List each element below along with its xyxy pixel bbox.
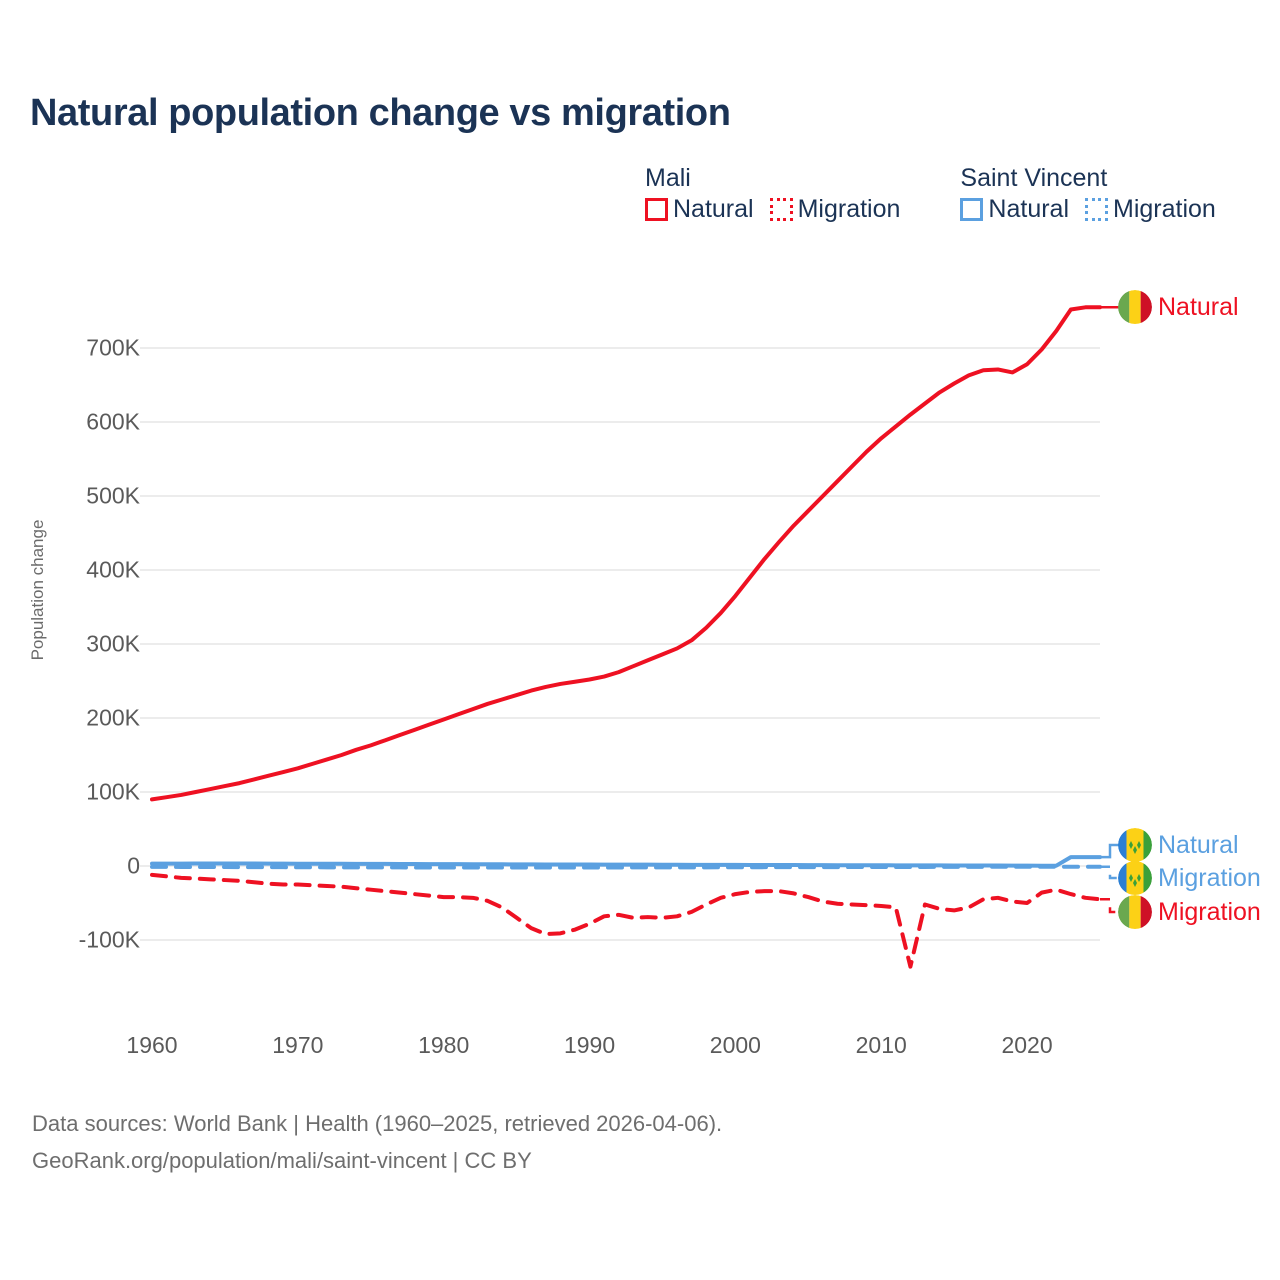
saint-vincent-flag-icon bbox=[1118, 828, 1152, 862]
legend: Mali Natural Migration Saint Vincent Nat… bbox=[645, 163, 1216, 223]
y-axis-tick-label: 200K bbox=[86, 704, 140, 731]
y-axis-tick-label: 100K bbox=[86, 778, 140, 805]
x-axis-tick-label: 1980 bbox=[418, 1032, 470, 1058]
x-axis-tick-label: 2000 bbox=[709, 1032, 761, 1058]
legend-label-mali-natural: Natural bbox=[673, 195, 754, 223]
legend-entry-mali-migration[interactable]: Migration bbox=[769, 195, 901, 223]
x-axis-tick-label: 1990 bbox=[563, 1032, 616, 1058]
series-end-label-text: Natural bbox=[1158, 830, 1239, 859]
legend-country-mali: Mali bbox=[645, 164, 691, 192]
legend-country-saint-vincent: Saint Vincent bbox=[960, 164, 1108, 192]
end-label-leader-line bbox=[1100, 865, 1122, 880]
series-end-label[interactable]: Migration bbox=[1118, 861, 1261, 895]
mali-flag-icon bbox=[1118, 895, 1152, 929]
mali-flag-icon bbox=[1118, 290, 1152, 325]
y-axis-tick-label: -100K bbox=[78, 926, 140, 953]
legend-swatch-dotted-icon bbox=[1085, 197, 1109, 221]
y-axis-tick-label: 300K bbox=[86, 630, 140, 657]
y-axis-ticks: 700K 600K 500K 400K 300K 200K 100K 0 -100K bbox=[0, 0, 140, 1280]
series-line-1 bbox=[150, 872, 1102, 969]
footer-data-sources: Data sources: World Bank | Health (1960–… bbox=[32, 1111, 723, 1136]
series-line-3 bbox=[150, 864, 1102, 870]
end-label-leader-line bbox=[1100, 898, 1122, 914]
legend-entries-mali: Natural Migration bbox=[645, 195, 900, 223]
x-axis-tick-label: 1960 bbox=[126, 1032, 178, 1058]
saint-vincent-flag-icon bbox=[1118, 861, 1152, 895]
legend-swatch-solid-icon bbox=[960, 197, 984, 221]
legend-group-saint-vincent: Saint Vincent Natural Migration bbox=[960, 163, 1216, 223]
series-end-label-text: Migration bbox=[1158, 863, 1261, 892]
legend-label-saint-vincent-migration: Migration bbox=[1113, 195, 1216, 223]
page-title: Natural population change vs migration bbox=[30, 92, 731, 134]
x-axis-tick-label: 2020 bbox=[1001, 1032, 1053, 1058]
y-axis-tick-label: 0 bbox=[127, 852, 140, 879]
footer-attribution: GeoRank.org/population/mali/saint-vincen… bbox=[32, 1148, 532, 1173]
end-label-leader-line bbox=[1100, 843, 1122, 859]
legend-entry-saint-vincent-natural[interactable]: Natural bbox=[960, 195, 1069, 223]
legend-entry-saint-vincent-migration[interactable]: Migration bbox=[1085, 195, 1216, 223]
gridlines bbox=[140, 347, 1100, 941]
series-end-label-text: Migration bbox=[1158, 897, 1261, 926]
legend-swatch-dotted-icon bbox=[769, 197, 793, 221]
series-line-2 bbox=[150, 855, 1102, 868]
y-axis-tick-label: 700K bbox=[86, 334, 140, 361]
legend-label-mali-migration: Migration bbox=[797, 195, 901, 223]
x-axis-tick-label: 2010 bbox=[855, 1032, 907, 1058]
y-axis-tick-label: 400K bbox=[86, 556, 140, 583]
x-axis-tick-label: 1970 bbox=[272, 1032, 324, 1058]
legend-swatch-solid-icon bbox=[645, 197, 668, 221]
series-end-label-text: Natural bbox=[1158, 292, 1239, 321]
y-axis-tick-label: 500K bbox=[86, 482, 140, 509]
y-axis-tick-label: 600K bbox=[86, 408, 140, 435]
legend-label-saint-vincent-natural: Natural bbox=[988, 195, 1070, 223]
legend-group-mali: Mali Natural Migration bbox=[645, 163, 900, 223]
series-end-label[interactable]: Migration bbox=[1118, 895, 1261, 929]
series-end-label[interactable]: Natural bbox=[1118, 828, 1239, 862]
series-end-label[interactable]: Natural bbox=[1118, 290, 1239, 325]
legend-entry-mali-natural[interactable]: Natural bbox=[645, 195, 754, 223]
legend-entries-saint-vincent: Natural Migration bbox=[960, 195, 1216, 223]
series-line-0 bbox=[150, 305, 1102, 802]
footer: Data sources: World Bank | Health (1960–… bbox=[32, 1105, 722, 1179]
